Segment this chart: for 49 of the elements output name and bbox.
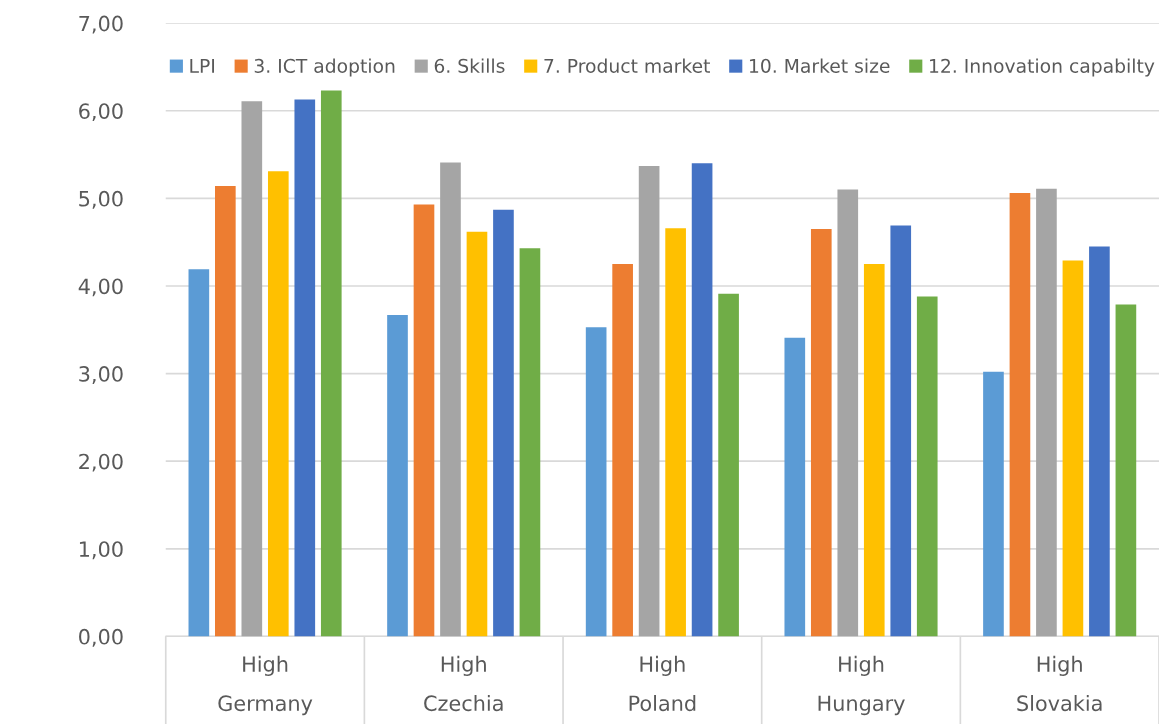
bar: [863, 264, 885, 637]
y-tick-label: 3,00: [79, 366, 123, 384]
y-tick-label: 7,00: [79, 15, 123, 34]
x-tick-label: High Slovakia: [1017, 655, 1102, 712]
bar: [983, 371, 1004, 637]
legend-label: 7. Product market: [544, 58, 710, 73]
bar: [1009, 193, 1031, 637]
bar: [493, 209, 514, 637]
bar: [784, 337, 806, 637]
legend-label: 3. ICT adoption: [254, 58, 395, 77]
bar: [440, 162, 461, 637]
legend-label: 6. Skills: [434, 58, 505, 73]
y-tick-label: 5,00: [79, 190, 123, 209]
legend-label: LPI: [190, 59, 214, 73]
bar: [890, 225, 912, 637]
bar: [691, 163, 713, 637]
bar: [810, 229, 832, 637]
x-tick-label: High Hungary: [818, 655, 905, 716]
y-tick-label: 6,00: [79, 103, 123, 122]
bar: [387, 314, 408, 637]
bar: [320, 90, 342, 637]
y-tick-label: 1,00: [79, 541, 123, 560]
x-tick-label: High Poland: [629, 655, 696, 712]
bar: [837, 189, 859, 637]
bar: [638, 165, 660, 637]
bar: [718, 293, 739, 637]
x-tick-label: High Czechia: [424, 655, 503, 712]
y-tick-label: 2,00: [79, 453, 123, 472]
bar: [1062, 260, 1084, 637]
bar: [585, 327, 607, 637]
bar: [294, 99, 316, 637]
bar: [215, 186, 236, 637]
bar: [1089, 246, 1110, 637]
legend-label: 10. Market size: [749, 58, 890, 73]
bar: [241, 101, 263, 637]
bar: [466, 231, 488, 637]
bar: [188, 269, 210, 637]
legend-label: 12. Innovation capabilty: [930, 58, 1155, 77]
bar: [612, 264, 633, 637]
y-tick-label: 0,00: [79, 628, 123, 647]
bar: [916, 296, 938, 637]
bar: [267, 171, 289, 637]
bar: [519, 248, 541, 637]
bar: [413, 204, 435, 637]
bar: [1115, 304, 1137, 637]
bar: [665, 228, 686, 637]
bar: [1036, 188, 1057, 637]
y-tick-label: 4,00: [78, 278, 123, 297]
x-tick-label: High Germany: [218, 655, 313, 716]
